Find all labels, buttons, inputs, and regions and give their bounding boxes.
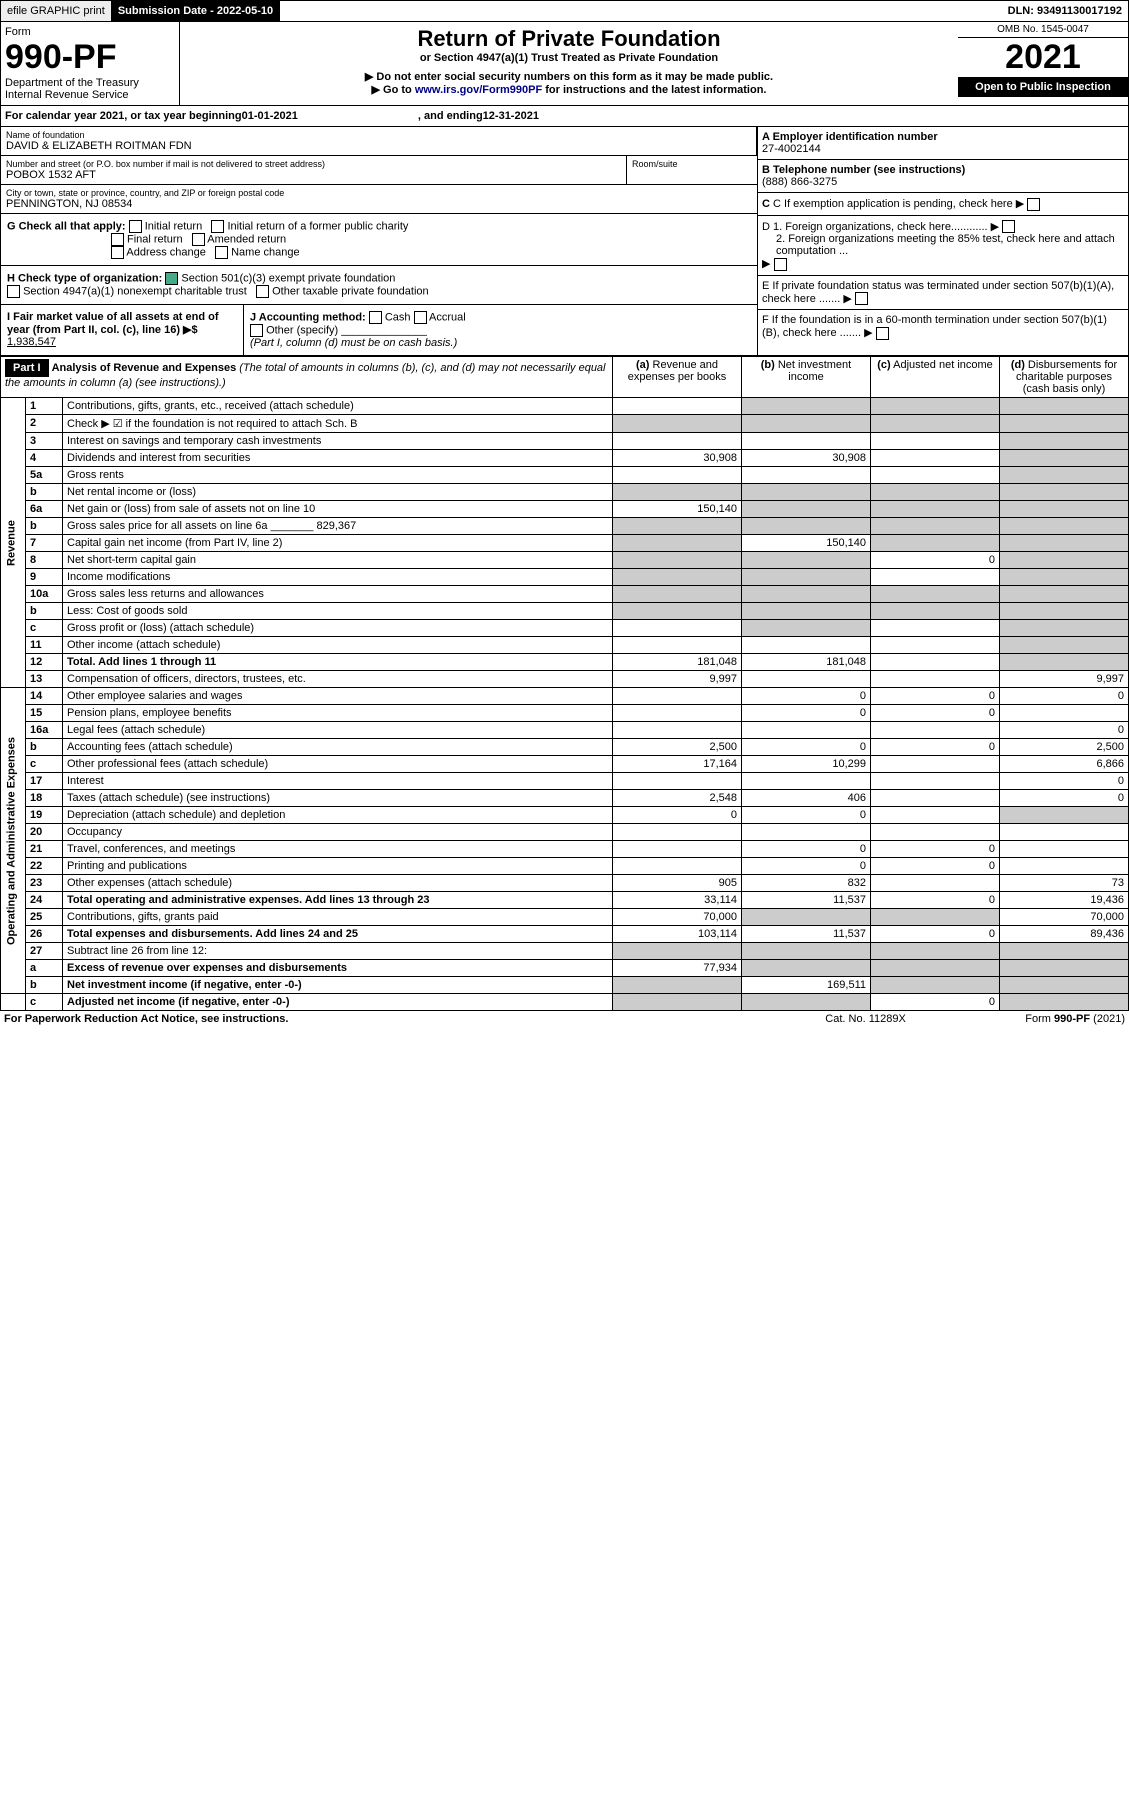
omb: OMB No. 1545-0047 xyxy=(958,22,1128,38)
expenses-label: Operating and Administrative Expenses xyxy=(1,688,26,994)
a-label: A Employer identification number xyxy=(762,131,938,143)
j-section: J Accounting method: Cash Accrual Other … xyxy=(244,305,757,355)
top-bar: efile GRAPHIC print Submission Date - 20… xyxy=(0,0,1129,22)
h-section: H Check type of organization: Section 50… xyxy=(1,266,757,305)
note2: ▶ Go to www.irs.gov/Form990PF for instru… xyxy=(184,83,954,96)
form-link[interactable]: www.irs.gov/Form990PF xyxy=(415,84,542,96)
e-text: E If private foundation status was termi… xyxy=(762,280,1114,305)
foundation-name: DAVID & ELIZABETH ROITMAN FDN xyxy=(6,140,751,152)
g-section: G Check all that apply: Initial return I… xyxy=(1,214,757,266)
d1-text: D 1. Foreign organizations, check here..… xyxy=(762,221,988,233)
address: POBOX 1532 AFT xyxy=(6,169,621,181)
d2-text: 2. Foreign organizations meeting the 85%… xyxy=(762,233,1124,257)
name-label: Name of foundation xyxy=(6,130,751,140)
header-row: Form 990-PF Department of the Treasury I… xyxy=(0,22,1129,106)
submission-date: Submission Date - 2022-05-10 xyxy=(112,1,280,21)
city-label: City or town, state or province, country… xyxy=(6,188,752,198)
footer-cat: Cat. No. 11289X xyxy=(825,1013,1025,1025)
tax-year: 2021 xyxy=(958,38,1128,77)
part1-table: Part I Analysis of Revenue and Expenses … xyxy=(0,356,1129,1011)
year-column: OMB No. 1545-0047 2021 Open to Public In… xyxy=(958,22,1128,105)
entity-block: Name of foundation DAVID & ELIZABETH ROI… xyxy=(0,127,1129,356)
ein: 27-4002144 xyxy=(762,143,821,155)
footer-right: Form 990-PF (2021) xyxy=(1025,1013,1125,1025)
form-label: Form xyxy=(5,26,175,38)
form-number: 990-PF xyxy=(5,38,175,77)
f-text: F If the foundation is in a 60-month ter… xyxy=(762,314,1107,339)
footer-left: For Paperwork Reduction Act Notice, see … xyxy=(4,1013,825,1025)
irs: Internal Revenue Service xyxy=(5,89,175,101)
telephone: (888) 866-3275 xyxy=(762,176,837,188)
note1: ▶ Do not enter social security numbers o… xyxy=(184,70,954,83)
footer: For Paperwork Reduction Act Notice, see … xyxy=(0,1011,1129,1027)
revenue-label: Revenue xyxy=(1,398,26,688)
i-section: I Fair market value of all assets at end… xyxy=(1,305,244,355)
check-501c3[interactable] xyxy=(165,272,178,285)
b-label: B Telephone number (see instructions) xyxy=(762,164,965,176)
dept: Department of the Treasury xyxy=(5,77,175,89)
efile-label[interactable]: efile GRAPHIC print xyxy=(1,1,112,21)
form-column: Form 990-PF Department of the Treasury I… xyxy=(1,22,180,105)
title-column: Return of Private Foundation or Section … xyxy=(180,22,958,105)
subtitle: or Section 4947(a)(1) Trust Treated as P… xyxy=(184,52,954,64)
inspection: Open to Public Inspection xyxy=(958,77,1128,97)
part1-label: Part I xyxy=(5,359,49,377)
addr-label: Number and street (or P.O. box number if… xyxy=(6,159,621,169)
calendar-row: For calendar year 2021, or tax year begi… xyxy=(0,106,1129,127)
main-title: Return of Private Foundation xyxy=(184,26,954,52)
dln: DLN: 93491130017192 xyxy=(1002,1,1128,21)
city: PENNINGTON, NJ 08534 xyxy=(6,198,752,210)
room-label: Room/suite xyxy=(627,156,757,184)
c-text: C If exemption application is pending, c… xyxy=(773,198,1013,210)
